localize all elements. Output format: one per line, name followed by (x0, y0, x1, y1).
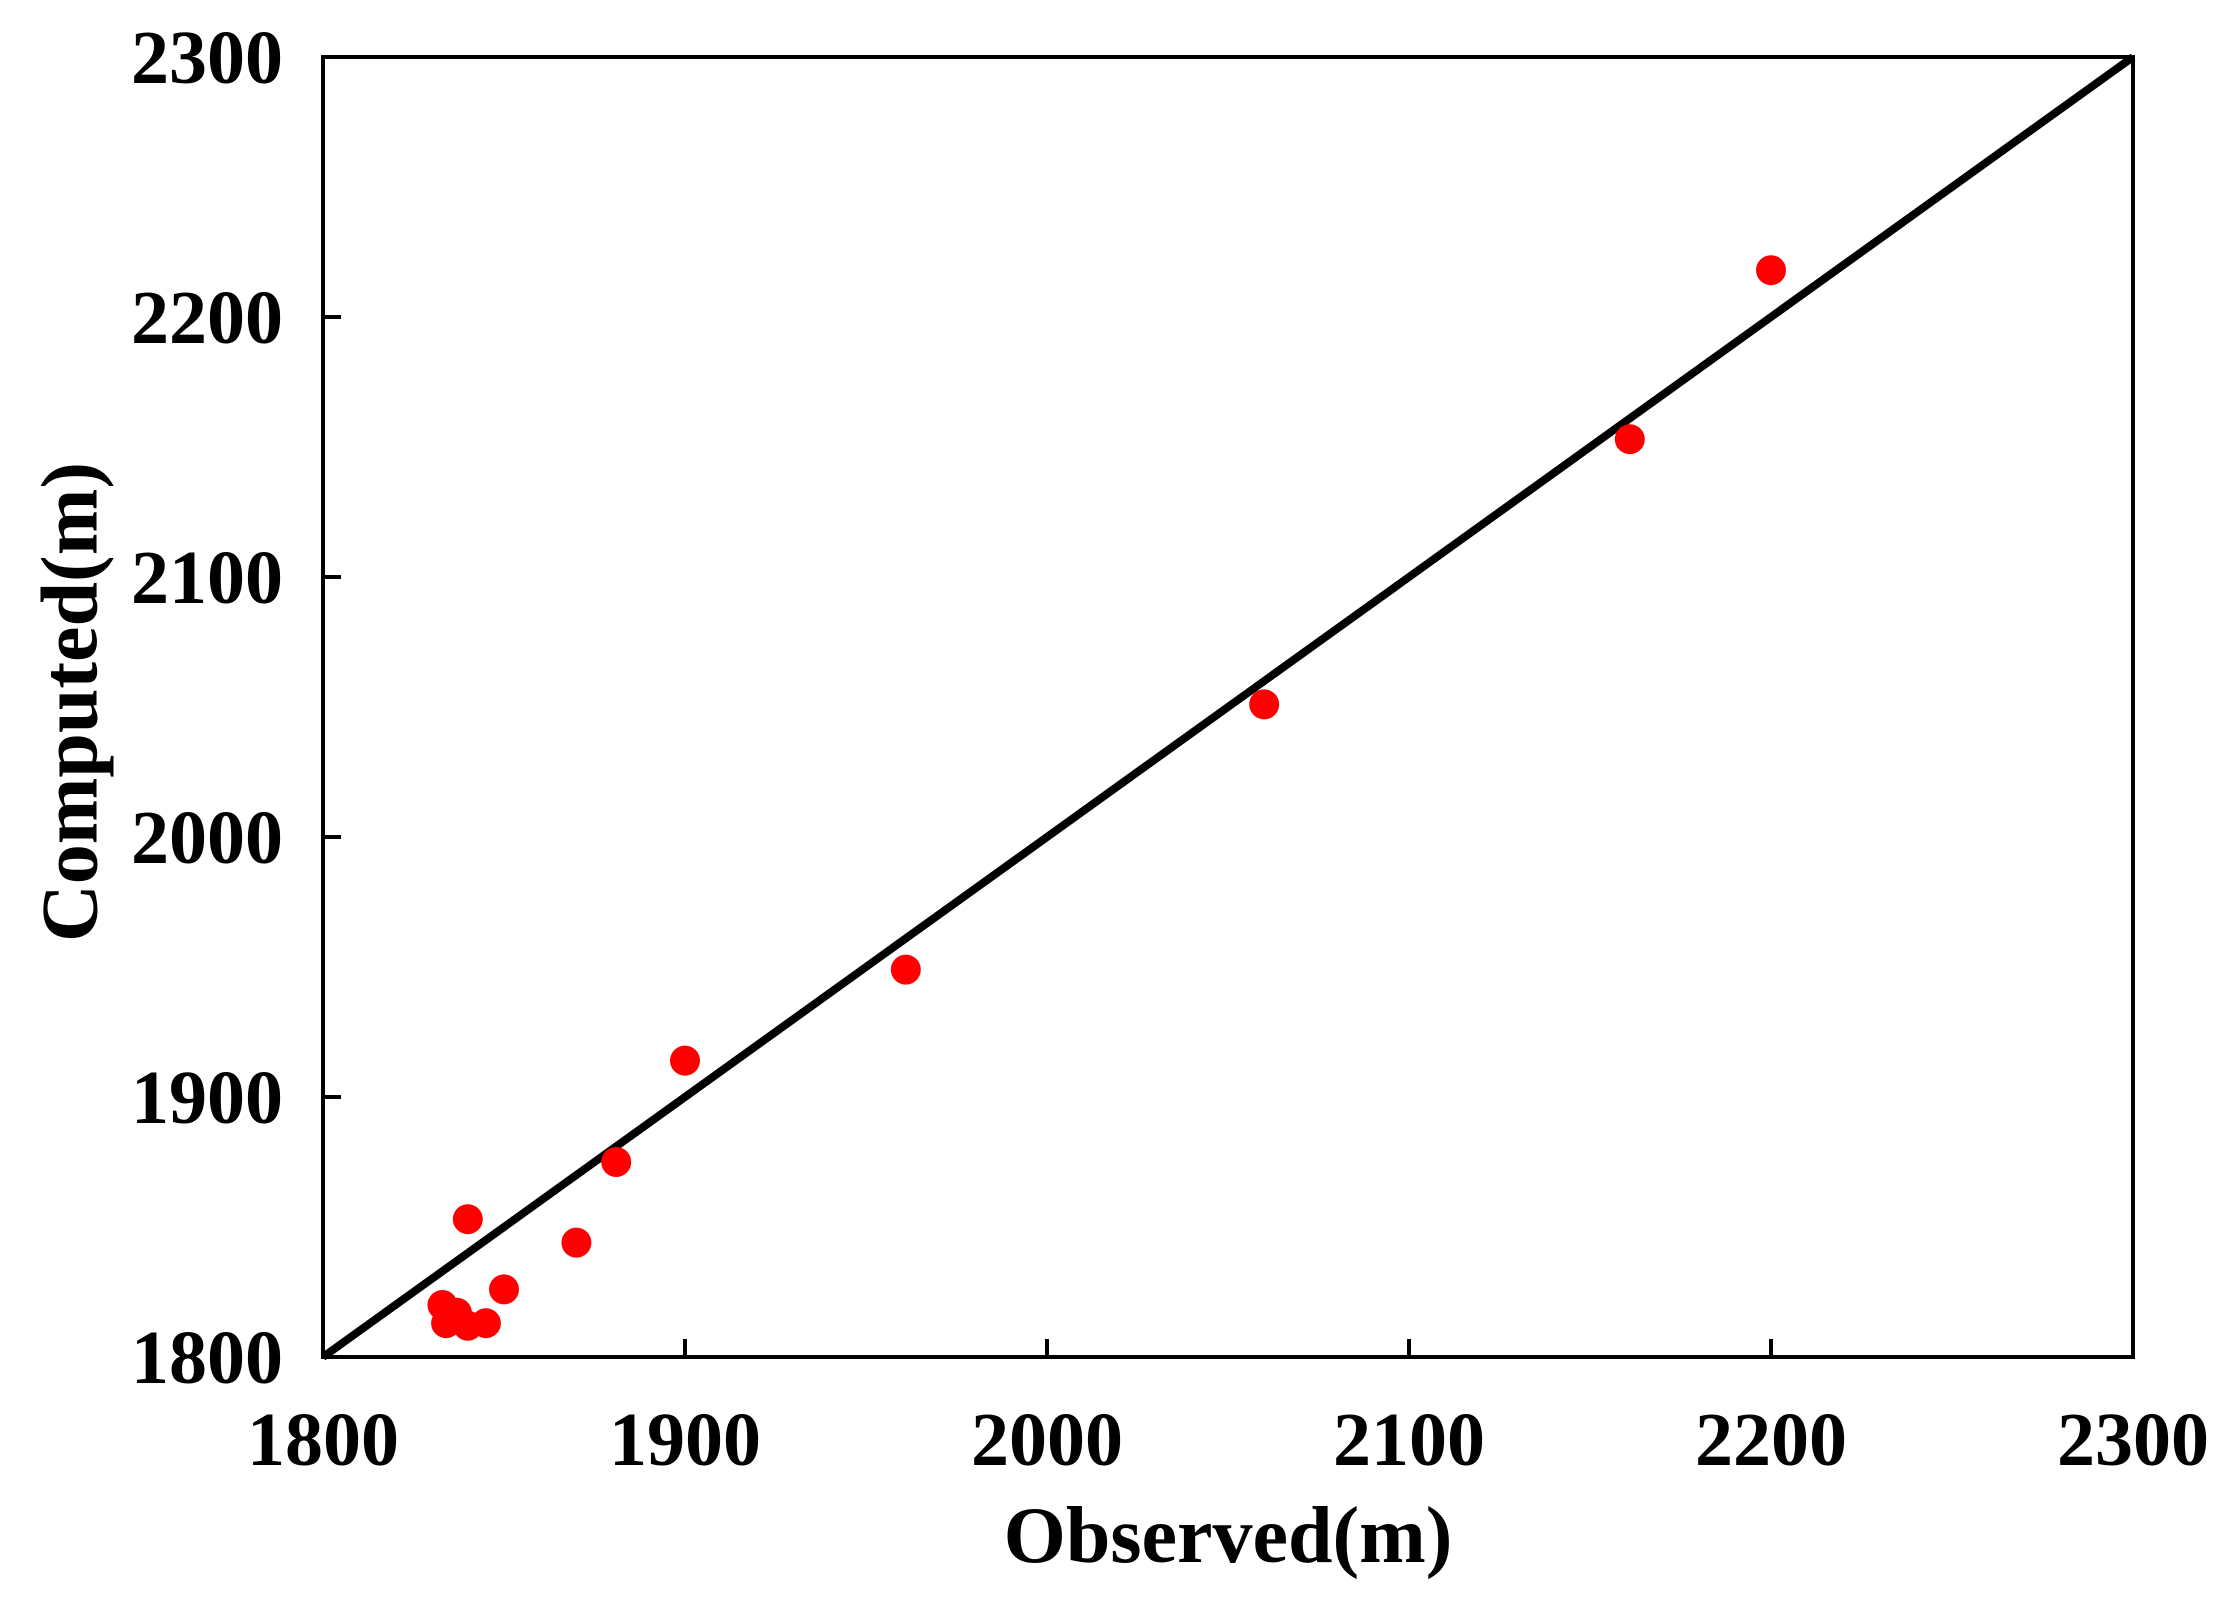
reference-line (320, 53, 2136, 1361)
y-tick-label: 1800 (131, 1316, 283, 1400)
x-tick-label: 1800 (247, 1398, 399, 1482)
scatter-point (1756, 255, 1786, 286)
x-tick-label: 2000 (971, 1398, 1123, 1482)
scatter-point (601, 1147, 632, 1177)
x-tick-label: 2300 (2057, 1398, 2209, 1482)
x-tick-label: 2100 (1333, 1398, 1485, 1482)
scatter-point (452, 1204, 483, 1235)
scatter-point (1614, 424, 1645, 455)
y-tick-label: 2000 (131, 796, 283, 880)
scatter-point (431, 1308, 462, 1339)
x-tick-label: 2200 (1695, 1398, 1847, 1482)
x-axis-title: Observed(m) (1004, 1492, 1453, 1580)
y-axis-title: Computed(m) (26, 462, 114, 942)
scatter-point (890, 954, 921, 985)
scatter-point (1249, 689, 1280, 720)
y-tick-label: 2200 (131, 276, 283, 360)
y-tick-label: 2100 (131, 536, 283, 620)
x-tick-label: 1900 (609, 1398, 761, 1482)
scatter-point (670, 1045, 700, 1076)
scatter-point (561, 1227, 592, 1258)
scatter-point (489, 1274, 519, 1305)
plot-frame (321, 55, 2135, 1359)
y-tick-label: 2300 (131, 16, 283, 100)
scatter-point (470, 1308, 501, 1339)
y-tick-label: 1900 (131, 1056, 283, 1140)
